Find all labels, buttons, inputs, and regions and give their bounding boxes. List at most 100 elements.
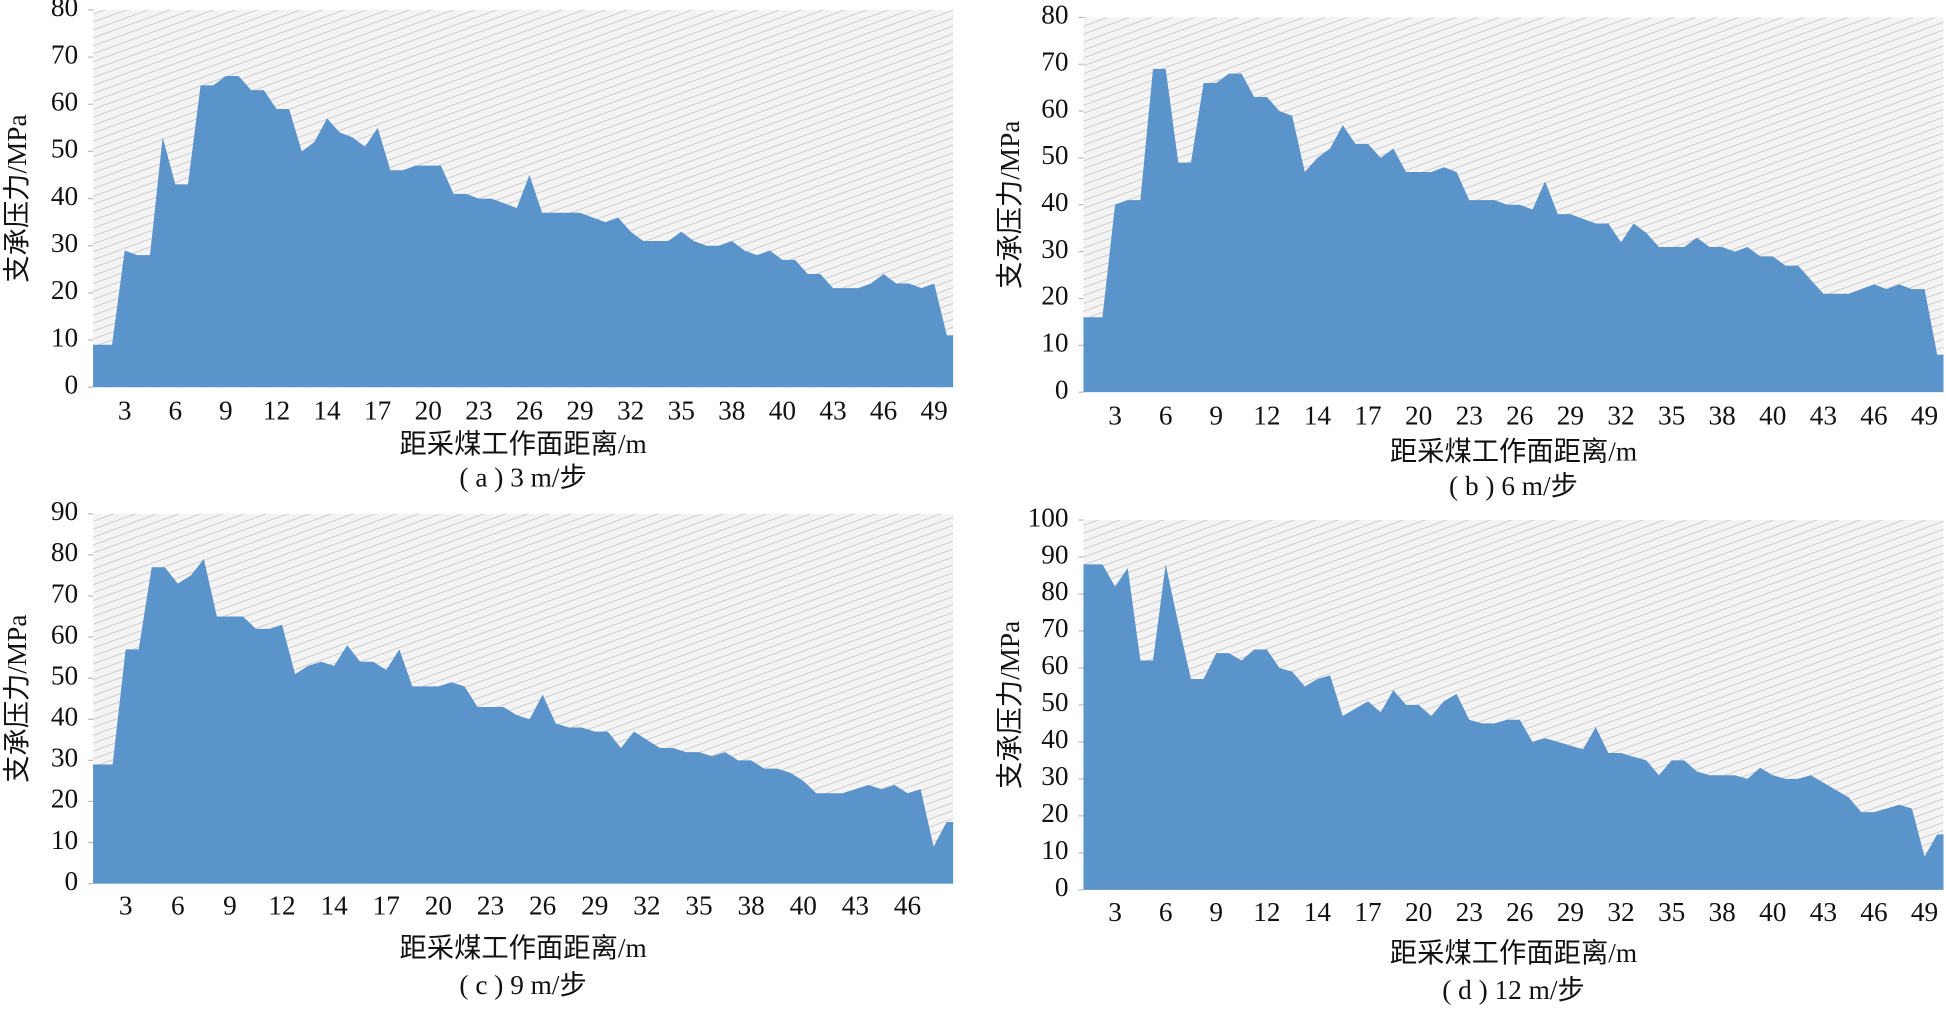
x-tick-label: 46 — [1860, 897, 1887, 927]
x-tick-label: 23 — [465, 396, 492, 426]
y-axis-title: 支承压力/MPa — [2, 615, 32, 783]
x-tick-label: 20 — [415, 396, 442, 426]
x-tick-label: 3 — [1108, 897, 1122, 927]
y-tick-label: 20 — [51, 784, 78, 814]
x-tick-label: 9 — [1209, 897, 1223, 927]
y-tick-label: 30 — [51, 228, 78, 258]
x-tick-label: 6 — [1159, 401, 1173, 431]
x-tick-label: 26 — [1506, 401, 1533, 431]
x-tick-label: 20 — [1405, 897, 1432, 927]
x-tick-label: 32 — [1607, 897, 1634, 927]
x-tick-label: 29 — [1557, 401, 1584, 431]
y-tick-label: 10 — [1041, 328, 1068, 358]
x-tick-label: 32 — [633, 891, 660, 921]
y-tick-label: 70 — [51, 39, 78, 69]
y-tick-label: 10 — [1041, 835, 1068, 865]
y-tick-label: 0 — [1055, 872, 1069, 902]
x-tick-label: 17 — [1354, 401, 1381, 431]
y-axis-title: 支承压力/MPa — [995, 621, 1025, 789]
x-tick-label: 40 — [790, 891, 817, 921]
x-tick-label: 43 — [1810, 897, 1837, 927]
x-tick-label: 14 — [1304, 401, 1332, 431]
y-tick-label: 30 — [1041, 234, 1068, 264]
y-tick-label: 90 — [1041, 539, 1068, 569]
x-tick-label: 3 — [119, 891, 133, 921]
area — [1083, 68, 1944, 393]
y-tick-label: 30 — [1041, 761, 1068, 791]
x-tick-label: 46 — [870, 396, 897, 426]
area — [1083, 564, 1944, 890]
y-tick-label: 80 — [1041, 0, 1068, 30]
y-tick-label: 50 — [1041, 687, 1068, 717]
y-tick-label: 100 — [1028, 502, 1069, 532]
y-tick-label: 70 — [1041, 46, 1068, 76]
x-tick-label: 14 — [1304, 897, 1332, 927]
x-axis-title: 距采煤工作面距离/m — [1390, 437, 1637, 467]
y-tick-label: 20 — [51, 275, 78, 305]
y-tick-label: 40 — [1041, 187, 1068, 217]
x-tick-label: 46 — [894, 891, 921, 921]
x-tick-label: 12 — [263, 396, 290, 426]
y-tick-label: 40 — [51, 702, 78, 732]
x-tick-label: 17 — [364, 396, 391, 426]
y-tick-label: 10 — [51, 322, 78, 352]
y-tick-label: 60 — [1041, 650, 1068, 680]
y-axis-title: 支承压力/MPa — [995, 121, 1025, 289]
x-tick-label: 12 — [1253, 401, 1280, 431]
x-tick-label: 43 — [842, 891, 869, 921]
x-tick-label: 40 — [769, 396, 796, 426]
y-tick-label: 20 — [1041, 798, 1068, 828]
y-tick-label: 40 — [1041, 724, 1068, 754]
y-tick-label: 90 — [51, 496, 78, 526]
x-tick-label: 17 — [373, 891, 400, 921]
x-tick-label: 35 — [685, 891, 712, 921]
x-tick-label: 38 — [718, 396, 745, 426]
x-tick-label: 3 — [118, 396, 132, 426]
x-tick-label: 26 — [1506, 897, 1533, 927]
y-tick-label: 60 — [51, 619, 78, 649]
x-tick-label: 12 — [268, 891, 295, 921]
x-tick-label: 49 — [921, 396, 948, 426]
x-tick-label: 9 — [219, 396, 233, 426]
x-tick-label: 32 — [617, 396, 644, 426]
x-tick-label: 32 — [1607, 401, 1634, 431]
x-tick-label: 29 — [581, 891, 608, 921]
x-tick-label: 23 — [1456, 897, 1483, 927]
x-tick-label: 17 — [1354, 897, 1381, 927]
y-tick-label: 60 — [51, 87, 78, 117]
x-tick-label: 38 — [1709, 401, 1736, 431]
x-tick-label: 9 — [1209, 401, 1223, 431]
x-tick-label: 14 — [313, 396, 341, 426]
y-tick-label: 0 — [65, 866, 79, 896]
x-tick-label: 26 — [516, 396, 543, 426]
x-tick-label: 35 — [668, 396, 695, 426]
y-tick-label: 20 — [1041, 281, 1068, 311]
y-tick-label: 50 — [51, 660, 78, 690]
x-axis-title: 距采煤工作面距离/m — [1390, 938, 1637, 968]
x-tick-label: 29 — [1557, 897, 1584, 927]
x-tick-label: 40 — [1759, 401, 1786, 431]
y-tick-label: 80 — [51, 537, 78, 567]
x-tick-label: 6 — [1159, 897, 1173, 927]
x-tick-label: 46 — [1860, 401, 1887, 431]
x-tick-label: 3 — [1108, 401, 1122, 431]
y-tick-label: 0 — [65, 369, 79, 399]
x-tick-label: 9 — [223, 891, 237, 921]
x-tick-label: 20 — [425, 891, 452, 921]
caption: ( b ) 6 m/步 — [1449, 471, 1578, 501]
x-tick-label: 20 — [1405, 401, 1432, 431]
x-axis-title: 距采煤工作面距离/m — [400, 933, 647, 963]
y-tick-label: 60 — [1041, 93, 1068, 123]
x-tick-label: 23 — [477, 891, 504, 921]
x-tick-label: 35 — [1658, 897, 1685, 927]
y-tick-label: 70 — [1041, 613, 1068, 643]
x-tick-label: 14 — [321, 891, 349, 921]
caption: ( c ) 9 m/步 — [459, 970, 586, 1000]
y-tick-label: 50 — [1041, 140, 1068, 170]
x-tick-label: 49 — [1911, 401, 1938, 431]
x-tick-label: 35 — [1658, 401, 1685, 431]
x-tick-label: 38 — [1709, 897, 1736, 927]
x-tick-label: 38 — [738, 891, 765, 921]
